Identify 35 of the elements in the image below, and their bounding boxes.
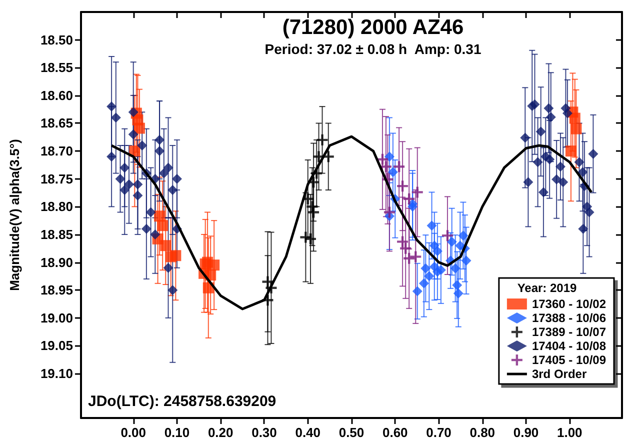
legend-title: Year: 2019 (517, 281, 578, 295)
chart-title: (71280) 2000 AZ46 (282, 16, 464, 39)
text: Period: 37.02 ± 0.08 h Amp: 0.31 (264, 41, 482, 57)
x-tick-label: 0.20 (208, 425, 234, 439)
x-tick-label: 0.80 (470, 425, 496, 439)
y-tick-label: 18.55 (40, 60, 73, 76)
y-tick-label: 18.70 (40, 144, 73, 159)
x-tick-label: 0.10 (164, 425, 190, 439)
legend-label: 17360 - 10/02 (532, 297, 606, 311)
x-tick-label: 1.00 (556, 425, 582, 439)
y-tick-label: 19.05 (40, 338, 73, 354)
y-tick-label: 18.65 (40, 116, 73, 131)
legend-label: 17405 - 10/09 (532, 353, 606, 367)
annotation: JDo(LTC): 2458758.639209 (88, 393, 276, 410)
y-tick-label: 18.85 (40, 226, 73, 242)
y-tick-label: 18.80 (40, 199, 73, 214)
y-tick-label: 19.10 (40, 366, 73, 382)
legend-label: 17389 - 10/07 (532, 325, 606, 339)
legend-label: 17404 - 10/08 (532, 339, 606, 353)
x-tick-label: 0.00 (120, 425, 146, 439)
legend-label: 17388 - 10/06 (532, 311, 606, 325)
x-tick-label: 0.30 (252, 425, 277, 439)
x-tick-label: 0.70 (426, 425, 452, 439)
x-tick-label: 0.60 (382, 425, 408, 439)
y-tick-label: 18.50 (40, 32, 73, 48)
y-tick-label: 18.75 (40, 171, 73, 186)
x-tick-label: 0.90 (513, 425, 539, 439)
y-axis-title: Magnitude(V) alpha(3.5°) (7, 139, 22, 291)
y-tick-label: 18.60 (40, 88, 73, 103)
x-tick-label: 0.50 (338, 425, 364, 439)
x-tick-label: 0.40 (295, 425, 321, 439)
y-tick-label: 18.90 (40, 254, 73, 270)
legend-label: 3rd Order (532, 367, 587, 381)
y-tick-label: 19.00 (40, 310, 73, 326)
y-tick-label: 18.95 (40, 282, 73, 298)
